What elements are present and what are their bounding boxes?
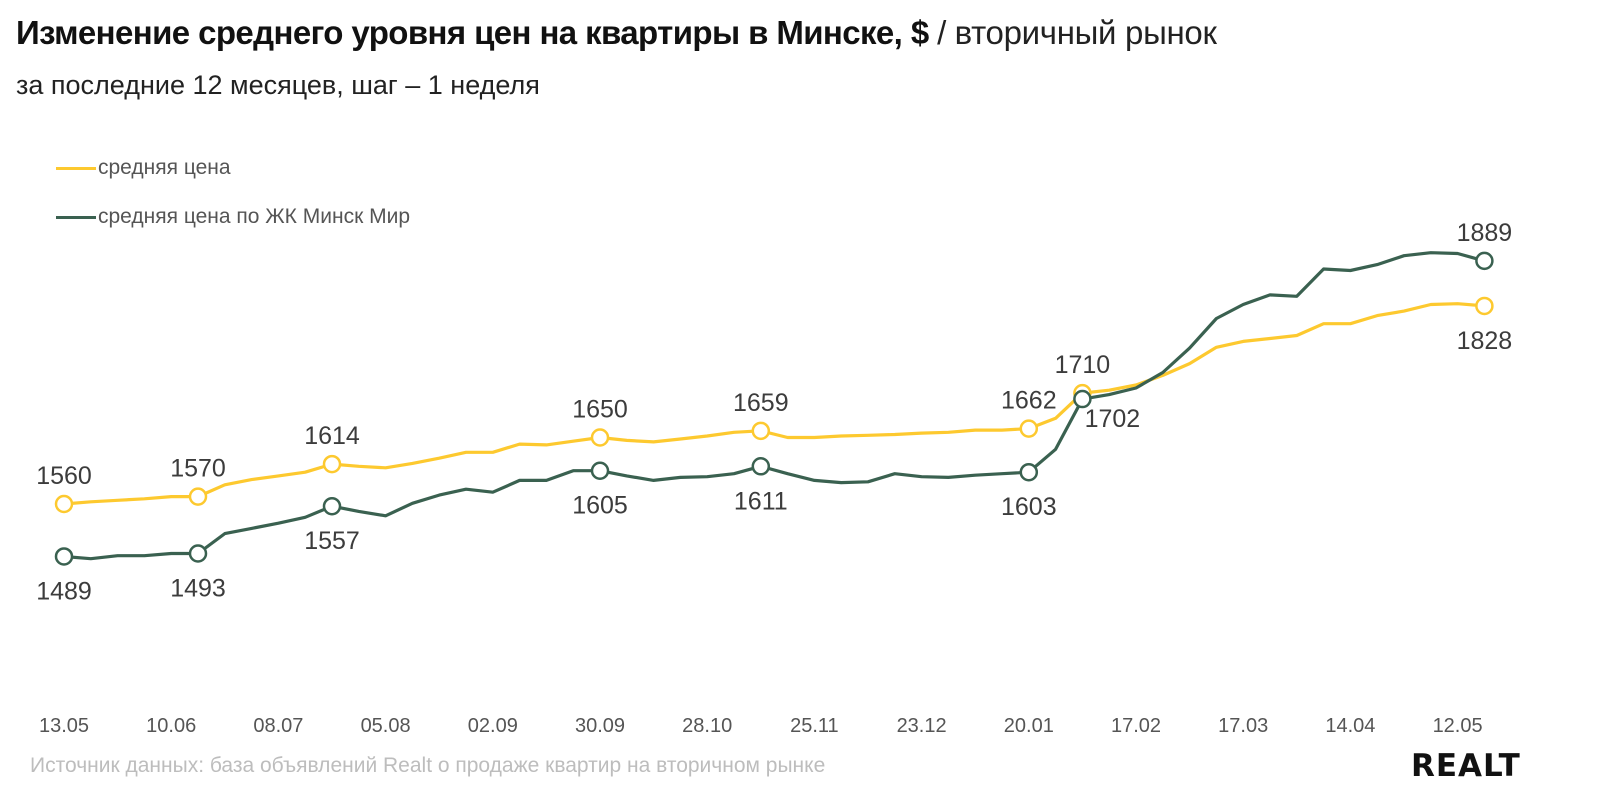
x-tick-label: 23.12 <box>897 715 947 737</box>
legend-swatch-avg <box>56 166 96 170</box>
x-tick-label: 28.10 <box>682 715 732 737</box>
data-point-0-4 <box>751 421 771 441</box>
x-tick-label: 25.11 <box>790 715 839 737</box>
x-tick-label: 05.08 <box>361 715 411 737</box>
legend-item-avg: средняя цена <box>56 156 231 180</box>
data-point-1-4 <box>751 457 771 476</box>
data-point-1-0 <box>54 547 74 566</box>
data-label: 1702 <box>1085 405 1141 433</box>
legend-swatch-minsk-mir <box>56 215 96 219</box>
data-point-1-1 <box>188 544 208 563</box>
data-label: 1710 <box>1055 351 1111 379</box>
data-label: 1662 <box>1001 387 1057 415</box>
data-point-0-3 <box>590 428 610 447</box>
data-point-0-1 <box>188 487 208 506</box>
data-point-1-3 <box>590 461 610 480</box>
series-line-0 <box>63 302 1485 506</box>
series-line-1 <box>63 251 1485 561</box>
data-label: 1614 <box>304 422 360 450</box>
x-tick-label: 20.01 <box>1004 715 1054 737</box>
data-label: 1493 <box>170 575 226 603</box>
chart-subtitle: за последние 12 месяцев, шаг – 1 неделя <box>16 70 540 100</box>
data-point-0-0 <box>54 494 74 514</box>
data-point-0-2 <box>322 454 342 474</box>
x-tick-label: 08.07 <box>253 715 303 737</box>
data-label: 1489 <box>36 577 92 605</box>
data-point-1-5 <box>1019 462 1039 482</box>
data-point-1-6 <box>1073 389 1092 409</box>
source-note: Источник данных: база объявлений Realt о… <box>30 754 826 777</box>
data-label: 1611 <box>734 487 788 515</box>
title-separator: / <box>937 14 947 51</box>
x-tick-label: 30.09 <box>575 715 625 737</box>
data-label: 1603 <box>1001 493 1057 521</box>
data-point-0-5 <box>1019 419 1039 438</box>
data-label: 1828 <box>1457 327 1513 355</box>
title-main: Изменение среднего уровня цен на квартир… <box>16 14 929 51</box>
x-tick-label: 10.06 <box>146 715 196 737</box>
data-label: 1659 <box>733 389 789 417</box>
x-tick-label: 12.05 <box>1433 715 1483 737</box>
data-label: 1560 <box>36 462 92 490</box>
x-tick-label: 14.04 <box>1325 715 1375 737</box>
data-label: 1557 <box>304 527 360 555</box>
x-tick-label: 17.02 <box>1111 715 1161 737</box>
chart-title: Изменение среднего уровня цен на квартир… <box>16 14 1217 52</box>
data-point-1-7 <box>1475 251 1494 271</box>
x-tick-label: 02.09 <box>468 715 518 737</box>
x-tick-label: 13.05 <box>39 715 89 737</box>
legend-item-minsk-mir: средняя цена по ЖК Минск Мир <box>56 205 410 229</box>
title-market: вторичный рынок <box>954 14 1217 51</box>
data-label: 1605 <box>572 492 628 520</box>
data-point-1-2 <box>322 496 342 516</box>
data-point-0-7 <box>1475 296 1494 316</box>
data-label: 1889 <box>1457 219 1513 247</box>
x-tick-label: 17.03 <box>1218 715 1268 737</box>
data-label: 1570 <box>170 455 226 483</box>
data-label: 1650 <box>572 395 628 423</box>
legend-label-minsk-mir: средняя цена по ЖК Минск Мир <box>98 205 410 228</box>
realt-logo: REALT <box>1411 748 1521 784</box>
legend-label-avg: средняя цена <box>98 156 231 179</box>
